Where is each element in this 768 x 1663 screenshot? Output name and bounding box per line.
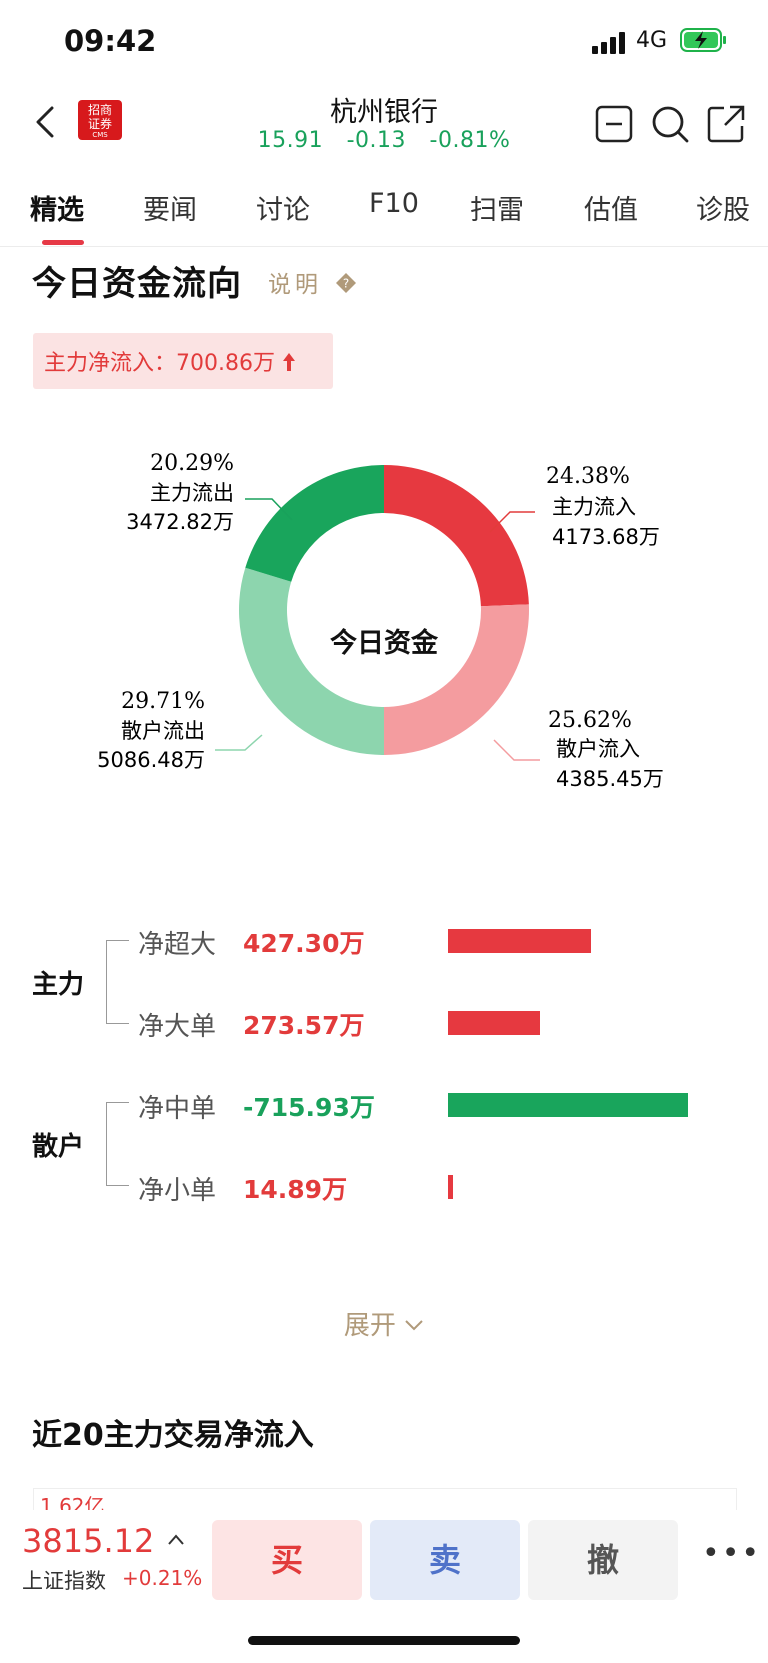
section-title-fund-flow: 今日资金流向: [32, 264, 242, 304]
leader-line-retail-out: [215, 734, 263, 751]
svg-text:?: ?: [343, 277, 349, 291]
tab-f10[interactable]: F10: [369, 188, 419, 219]
fund-flow-donut-chart: 今日资金 24.38% 主力流入 4173.68万 25.62% 散户流入 43…: [97, 451, 664, 791]
group-label-retail: 散户: [32, 1132, 85, 1162]
stock-price: 15.91: [257, 128, 324, 153]
expand-button[interactable]: 展开: [0, 1305, 768, 1342]
main-in-amount: 4173.68万: [552, 525, 660, 549]
leader-line-retail-in: [493, 739, 540, 761]
main-in-label: 主力流入: [552, 495, 636, 519]
active-tab-indicator: [42, 240, 84, 245]
retail-in-label: 散户流入: [556, 737, 640, 761]
index-name: 上证指数: [22, 1569, 106, 1593]
battery-charging-icon: [680, 28, 726, 52]
stock-change-pct: -0.81%: [429, 128, 511, 153]
status-time: 09:42: [64, 24, 157, 58]
section-title-recent-flow: 近20主力交易净流入: [32, 1418, 314, 1453]
row-name-large: 净大单: [138, 1012, 217, 1042]
cancel-order-button[interactable]: 撤: [528, 1520, 678, 1600]
main-out-amount: 3472.82万: [126, 510, 234, 534]
bar-super-large: [448, 929, 591, 953]
stock-name: 杭州银行: [330, 97, 438, 128]
tab-risk-scan[interactable]: 扫雷: [470, 195, 524, 226]
help-icon[interactable]: ?: [335, 272, 357, 294]
share-icon[interactable]: [706, 104, 746, 144]
index-value[interactable]: 3815.12: [22, 1522, 155, 1560]
retail-out-amount: 5086.48万: [97, 748, 205, 772]
leader-line-main-out: [245, 498, 293, 521]
retail-in-amount: 4385.45万: [556, 767, 664, 791]
up-arrow-icon: [282, 353, 295, 371]
index-change: +0.21%: [122, 1566, 203, 1590]
main-in-pct: 24.38%: [546, 464, 630, 489]
donut-segment-retail-in: [384, 604, 529, 755]
donut-segment-retail-out: [238, 567, 384, 755]
donut-segment-main-in: [384, 465, 529, 607]
remove-watchlist-icon[interactable]: [594, 104, 634, 144]
row-name-super-large: 净超大: [138, 930, 217, 960]
stock-quote: 15.91 -0.13 -0.81%: [0, 128, 768, 153]
tab-valuation[interactable]: 估值: [584, 195, 638, 226]
donut-center-label: 今日资金: [330, 627, 439, 659]
row-value-super-large: 427.30万: [243, 929, 365, 958]
broker-logo: 招商 证券 CMS: [78, 100, 122, 140]
back-icon[interactable]: [28, 100, 68, 144]
row-name-medium: 净中单: [138, 1094, 217, 1124]
stock-change: -0.13: [346, 128, 407, 153]
row-value-small: 14.89万: [243, 1175, 348, 1204]
bracket-retail: [106, 1102, 129, 1186]
chevron-up-icon[interactable]: [166, 1530, 186, 1550]
row-value-large: 273.57万: [243, 1011, 365, 1040]
tab-discussion[interactable]: 讨论: [256, 195, 310, 226]
tab-featured[interactable]: 精选: [30, 195, 84, 226]
retail-in-pct: 25.62%: [548, 708, 632, 733]
bar-small: [448, 1175, 453, 1199]
search-icon[interactable]: [650, 104, 690, 144]
main-out-pct: 20.29%: [150, 451, 234, 476]
retail-out-label: 散户流出: [121, 719, 205, 743]
main-net-inflow-text: 主力净流入：700.86万: [44, 345, 296, 377]
chevron-down-icon: [405, 1320, 423, 1331]
row-name-small: 净小单: [138, 1176, 217, 1206]
main-out-label: 主力流出: [150, 481, 234, 505]
tab-diagnosis[interactable]: 诊股: [696, 195, 750, 226]
group-label-main: 主力: [32, 970, 85, 1000]
recent-flow-chart: [33, 1488, 737, 1529]
bar-medium: [448, 1093, 688, 1117]
buy-button[interactable]: 买: [212, 1520, 362, 1600]
explain-link[interactable]: 说明: [268, 272, 322, 298]
network-type: 4G: [636, 28, 668, 53]
row-value-medium: -715.93万: [243, 1093, 375, 1122]
more-icon[interactable]: •••: [702, 1536, 762, 1571]
leader-line-main-in: [489, 511, 535, 533]
tab-bar: 精选 要闻 讨论 F10 扫雷 估值 诊股: [0, 180, 768, 247]
bar-large: [448, 1011, 540, 1035]
signal-icon: [592, 32, 625, 54]
donut-segment-main-out: [245, 465, 384, 582]
bracket-main: [106, 940, 129, 1024]
home-indicator: [248, 1636, 520, 1645]
sell-button[interactable]: 卖: [370, 1520, 520, 1600]
retail-out-pct: 29.71%: [121, 689, 205, 714]
tab-news[interactable]: 要闻: [143, 195, 197, 226]
